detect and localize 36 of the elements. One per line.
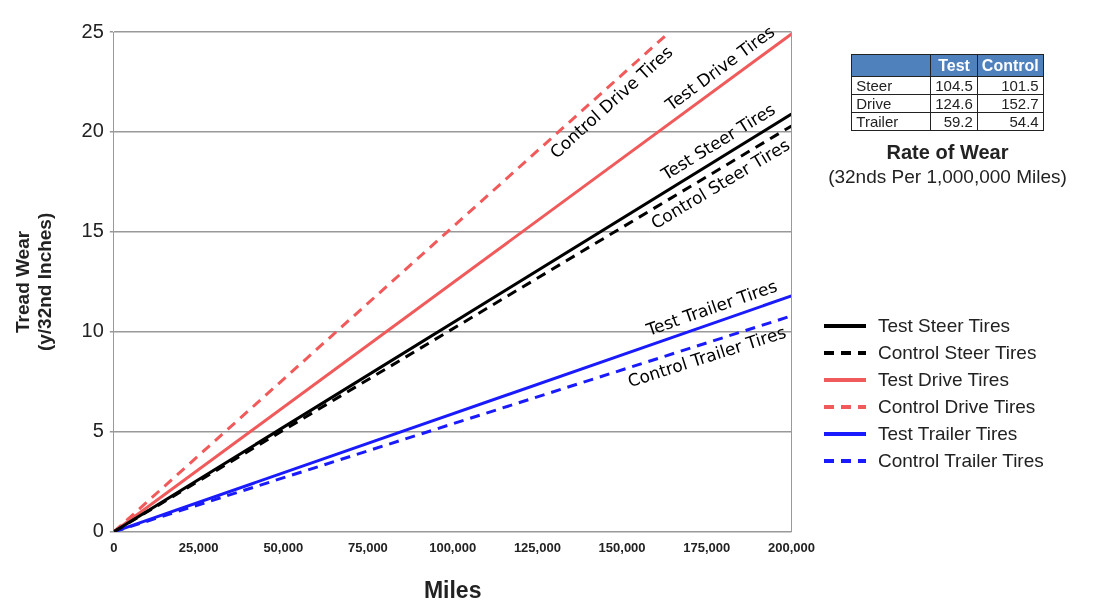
data-label: 101.5 <box>977 76 1044 95</box>
y-tick-label: 10 <box>81 319 104 342</box>
legend-label: Control <box>977 54 1044 77</box>
legend-label: Control Drive Tires <box>878 395 1036 418</box>
x-tick-label: 200,000 <box>768 540 815 556</box>
y-axis-title: Tread Wear (y/32nd Inches) <box>11 212 56 352</box>
data-label: 104.5 <box>930 76 978 95</box>
text: Rate of Wear <box>886 141 1009 163</box>
text: (32nds Per 1,000,000 Miles) <box>828 166 1067 187</box>
x-tick-label: 175,000 <box>683 540 731 556</box>
legend-label: Test <box>930 54 978 77</box>
legend-label: Test Steer Tires <box>878 314 1010 337</box>
y-tick-label: 20 <box>81 119 104 142</box>
x-tick-label: 75,000 <box>348 540 388 556</box>
data-label: 59.2 <box>930 112 978 131</box>
y-tick-label: 5 <box>92 419 104 442</box>
x-axis-title: Miles <box>423 576 482 603</box>
category-label: Trailer <box>851 112 931 131</box>
x-tick-label: 25,000 <box>178 540 219 556</box>
legend-label: Control Trailer Tires <box>878 449 1044 472</box>
x-tick-label: 150,000 <box>598 540 646 556</box>
legend-label: Test Trailer Tires <box>878 422 1018 445</box>
data-label: 152.7 <box>977 94 1044 113</box>
category-label: Steer <box>851 76 931 95</box>
x-tick-label: 125,000 <box>513 540 561 556</box>
x-tick-label: 50,000 <box>263 540 304 556</box>
data-label: 54.4 <box>977 112 1044 131</box>
x-tick-label: 0 <box>110 540 118 556</box>
y-tick-label: 25 <box>81 19 104 42</box>
legend-label: Test Drive Tires <box>878 368 1009 391</box>
category-label: Drive <box>851 94 931 113</box>
x-tick-label: 100,000 <box>429 540 477 556</box>
data-label: 124.6 <box>930 94 978 113</box>
legend-label: Control Steer Tires <box>878 341 1037 364</box>
y-tick-label: 15 <box>81 219 104 242</box>
y-tick-label: 0 <box>92 519 104 542</box>
